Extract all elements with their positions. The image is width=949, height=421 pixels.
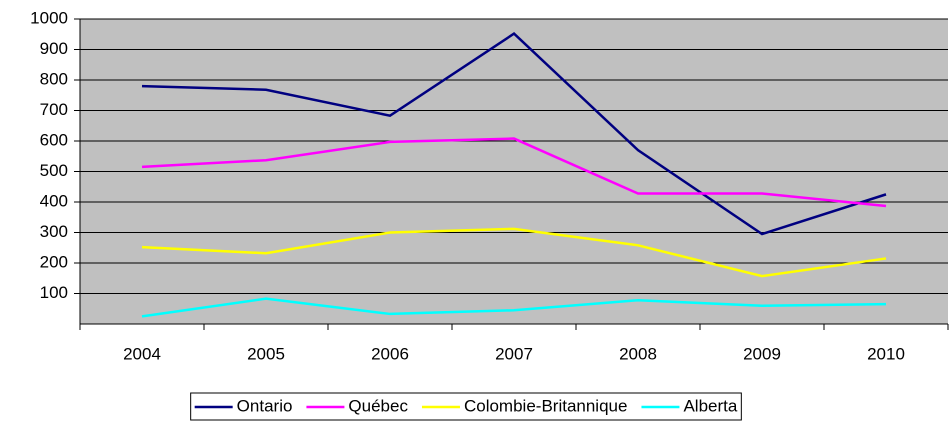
y-tick-label: 800 — [40, 69, 68, 88]
legend: Ontario Québec Colombie-Britannique Alberta — [190, 392, 742, 421]
legend-label: Colombie-Britannique — [464, 396, 627, 415]
x-tick-label: 2009 — [743, 344, 781, 363]
legend-label: Alberta — [683, 396, 737, 415]
x-tick-label: 2004 — [123, 344, 161, 363]
y-tick-label: 500 — [40, 161, 68, 180]
x-tick-label: 2006 — [371, 344, 409, 363]
y-tick-label: 200 — [40, 252, 68, 271]
series-line — [141, 297, 887, 318]
x-tick-label: 2005 — [247, 344, 285, 363]
x-tick-label: 2010 — [867, 344, 905, 363]
series-line — [141, 32, 887, 236]
legend-label: Québec — [348, 396, 408, 415]
series-line — [141, 227, 887, 278]
y-tick-label: 300 — [40, 222, 68, 241]
y-tick-label: 700 — [40, 100, 68, 119]
y-tick-label: 100 — [40, 283, 68, 302]
series-line — [141, 137, 887, 208]
y-tick-label: 900 — [40, 39, 68, 58]
y-tick-label: 600 — [40, 130, 68, 149]
legend-label: Ontario — [237, 396, 293, 415]
y-tick-label: 1000 — [30, 8, 68, 27]
x-tick-label: 2008 — [619, 344, 657, 363]
y-tick-label: 400 — [40, 191, 68, 210]
x-tick-label: 2007 — [495, 344, 533, 363]
